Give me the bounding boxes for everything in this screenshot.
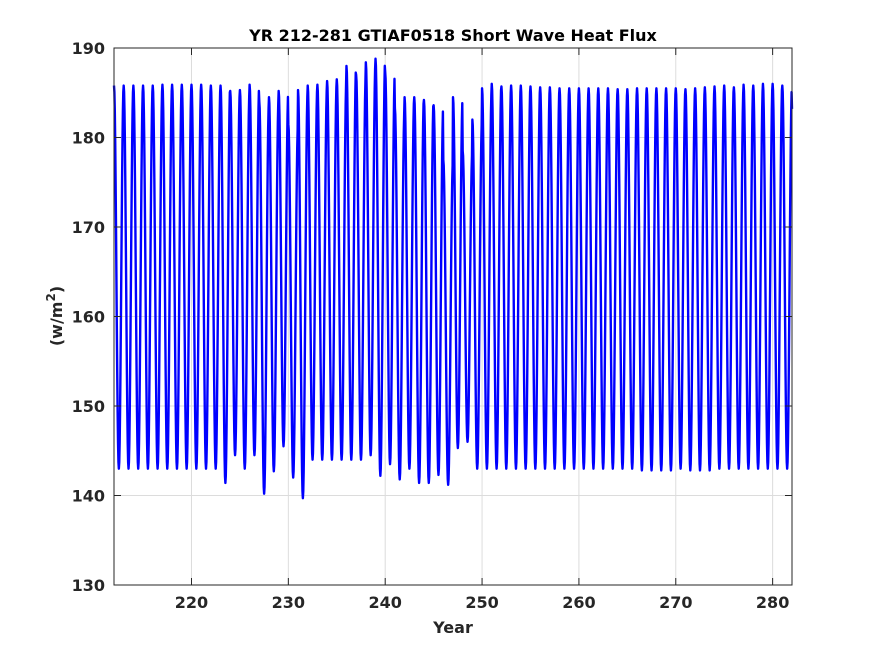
y-tick-labels: 130 140 150 160 170 180 190 [72,39,105,595]
y-tick-label: 180 [72,129,105,148]
series-line-short-wave-heat-flux [112,57,794,500]
y-tick-label: 190 [72,39,105,58]
x-tick-labels: 220 230 240 250 260 270 280 [175,593,790,612]
x-tick-label: 280 [756,593,789,612]
y-tick-label: 130 [72,576,105,595]
y-tick-label: 150 [72,397,105,416]
y-tick-label: 160 [72,308,105,327]
x-tick-label: 220 [175,593,208,612]
chart-title: YR 212-281 GTIAF0518 Short Wave Heat Flu… [248,26,657,45]
axis-ticks [114,47,792,586]
y-axis-label-close: ) [47,286,66,293]
x-tick-label: 230 [272,593,305,612]
x-tick-label: 270 [659,593,692,612]
y-tick-label: 140 [72,487,105,506]
x-axis-label: Year [432,618,473,637]
y-axis-label-superscript: 2 [44,293,58,301]
y-tick-label: 170 [72,218,105,237]
y-axis-label: (w/m2) [44,286,66,346]
x-tick-label: 240 [368,593,401,612]
x-tick-label: 250 [465,593,498,612]
series-layer [112,57,794,500]
x-tick-label: 260 [562,593,595,612]
y-axis-label-base: (w/m [47,302,66,347]
